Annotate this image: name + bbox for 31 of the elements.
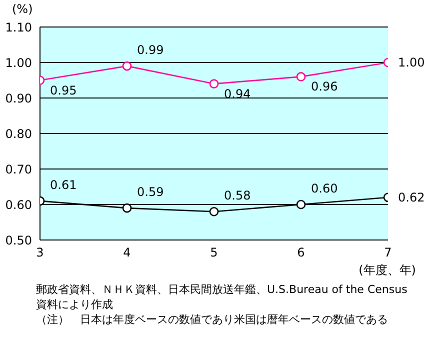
x-tick-label: 6	[297, 246, 305, 260]
data-label: 0.61	[50, 178, 77, 192]
x-tick-label: 7	[384, 246, 392, 260]
text: （注） 日本は年度ベースの数値であり米国は暦年ベースの数値である	[36, 312, 389, 327]
data-label: 0.58	[224, 188, 251, 203]
point	[296, 200, 306, 210]
y-tick-label: 0.70	[5, 162, 32, 176]
y-tick-label: 0.80	[5, 126, 32, 141]
y-tick-label: 0.60	[5, 198, 32, 212]
data-label: 0.62	[398, 190, 425, 204]
y-tick-label: 0.90	[5, 91, 32, 106]
point	[122, 61, 132, 71]
data-label: 0.95	[50, 83, 77, 98]
y-tick-label: 0.50	[5, 233, 32, 248]
point	[209, 79, 219, 88]
point	[296, 72, 306, 82]
data-label: 0.59	[137, 185, 164, 200]
data-label: 1.00	[398, 56, 425, 70]
x-axis-title: (年度、年)	[358, 262, 416, 279]
point	[209, 206, 219, 216]
data-label: 0.99	[137, 43, 164, 58]
x-tick-label: 3	[36, 246, 44, 260]
x-tick-label: 5	[210, 246, 218, 260]
y-tick-label: 1.10	[5, 20, 32, 34]
point	[122, 203, 132, 213]
y-axis-title: (%)	[12, 2, 33, 16]
data-label: 0.60	[311, 182, 338, 196]
x-tick-label: 4	[123, 246, 131, 260]
y-tick-label: 1.00	[5, 56, 32, 70]
text: 郵政省資料、ＮＨＫ資料、日本民間放送年鑑、U.S.Bureau of the Census資料により作成	[36, 282, 408, 312]
data-label: 0.96	[311, 80, 338, 94]
